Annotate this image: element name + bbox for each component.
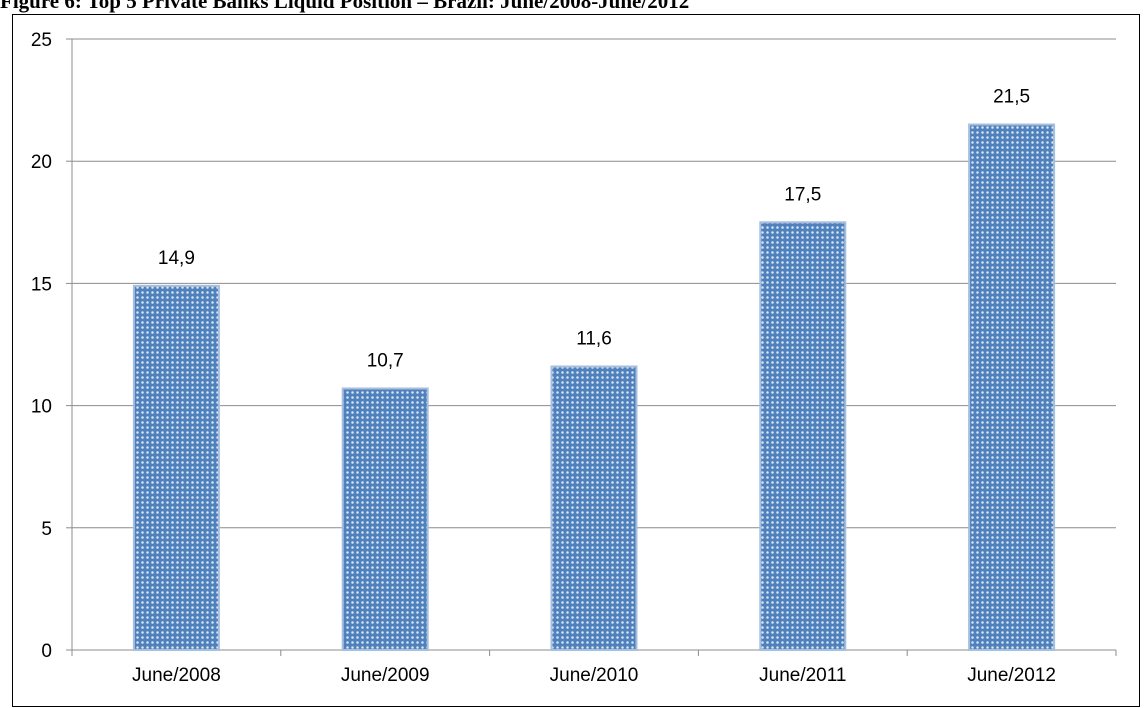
bar-June/2011 (759, 221, 847, 652)
data-label-0: 14,9 (158, 248, 195, 269)
y-tick-label-15: 15 (31, 274, 52, 295)
data-label-3: 17,5 (784, 184, 821, 205)
x-tick-label-1: June/2009 (341, 665, 430, 686)
data-label-2: 11,6 (576, 328, 612, 349)
bar-June/2009 (341, 387, 429, 651)
bar-June/2012 (968, 123, 1056, 652)
x-tick-label-2: June/2010 (550, 665, 639, 686)
data-label-4: 21,5 (993, 87, 1030, 108)
chart-title: Figure 6: Top 5 Private Banks Liquid Pos… (0, 0, 690, 13)
y-tick-label-25: 25 (31, 30, 52, 51)
x-tick-label-0: June/2008 (132, 665, 221, 686)
y-tick-label-5: 5 (41, 519, 52, 540)
x-tick-label-3: June/2011 (759, 665, 846, 686)
data-label-1: 10,7 (367, 350, 404, 371)
bar-June/2010 (550, 365, 638, 651)
y-tick-label-0: 0 (41, 641, 52, 662)
y-tick-label-10: 10 (31, 397, 52, 418)
bar-June/2008 (132, 284, 220, 651)
x-tick-label-4: June/2012 (967, 665, 1056, 686)
y-tick-label-20: 20 (31, 152, 52, 173)
